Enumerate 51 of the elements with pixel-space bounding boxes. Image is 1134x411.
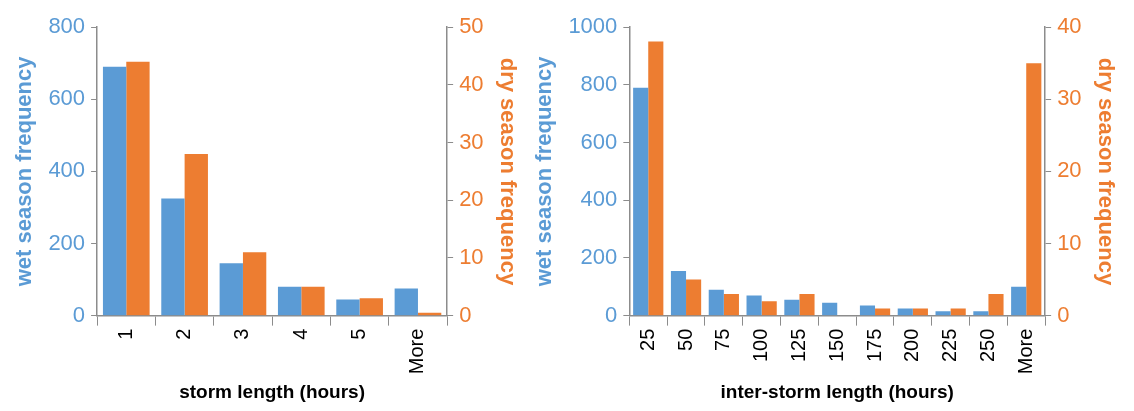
x-tick-label: 50: [673, 328, 696, 351]
x-tick-label: 225: [938, 328, 961, 363]
y-tick-label: 200: [580, 244, 618, 270]
y2-tick-label: 40: [1057, 13, 1082, 39]
y-tick-label: 800: [48, 13, 86, 39]
y2-tick-label: 0: [1057, 301, 1070, 327]
x-tick-label: More: [405, 328, 428, 375]
y2-tick-label: 10: [459, 244, 484, 270]
y-tick-label: 400: [48, 157, 86, 183]
y-tick-label: 600: [48, 85, 86, 111]
y-tick-label: 0: [72, 301, 86, 327]
x-tick-label: 200: [900, 328, 923, 363]
y-axis-title: wet season frequency: [531, 55, 557, 288]
x-tick-label: More: [1013, 328, 1036, 375]
x-tick-label: 4: [288, 328, 311, 340]
x-tick-label: 150: [824, 328, 847, 363]
y2-tick-label: 40: [459, 70, 484, 96]
y2-tick-label: 20: [459, 186, 484, 212]
bar: [822, 302, 838, 316]
y2-tick-label: 0: [459, 301, 472, 327]
y2-axis-title: dry season frequency: [1093, 57, 1119, 286]
y2-axis-title: dry season frequency: [495, 57, 521, 286]
y2-tick-label: 10: [1057, 229, 1082, 255]
x-tick-label: 2: [172, 328, 195, 340]
y2-tick-label: 50: [459, 13, 484, 39]
y-tick-label: 1000: [568, 13, 618, 39]
y2-tick-label: 30: [459, 128, 484, 154]
x-tick-label: 175: [862, 328, 885, 363]
bar: [394, 288, 418, 316]
x-tick-label: 125: [786, 328, 809, 363]
y-tick-label: 400: [580, 186, 618, 212]
x-tick-label: 75: [711, 328, 734, 351]
x-axis-title: inter-storm length (hours): [720, 380, 954, 402]
x-tick-label: 5: [347, 328, 370, 340]
bar: [973, 311, 989, 316]
x-tick-label: 25: [635, 328, 658, 351]
y-tick-label: 200: [48, 229, 86, 255]
x-tick-label: 1: [113, 328, 136, 340]
x-axis-title: storm length (hours): [179, 380, 366, 402]
bar: [1011, 286, 1027, 316]
y-tick-label: 800: [580, 70, 618, 96]
y2-tick-label: 30: [1057, 85, 1082, 111]
y2-tick-label: 20: [1057, 157, 1082, 183]
y-axis-title: wet season frequency: [11, 55, 37, 288]
x-tick-label: 250: [975, 328, 998, 363]
y-tick-label: 600: [580, 128, 618, 154]
x-tick-label: 100: [749, 328, 772, 363]
bar: [1026, 63, 1042, 316]
bar: [988, 294, 1004, 316]
x-tick-label: 3: [230, 328, 253, 340]
y-tick-label: 0: [605, 301, 618, 327]
